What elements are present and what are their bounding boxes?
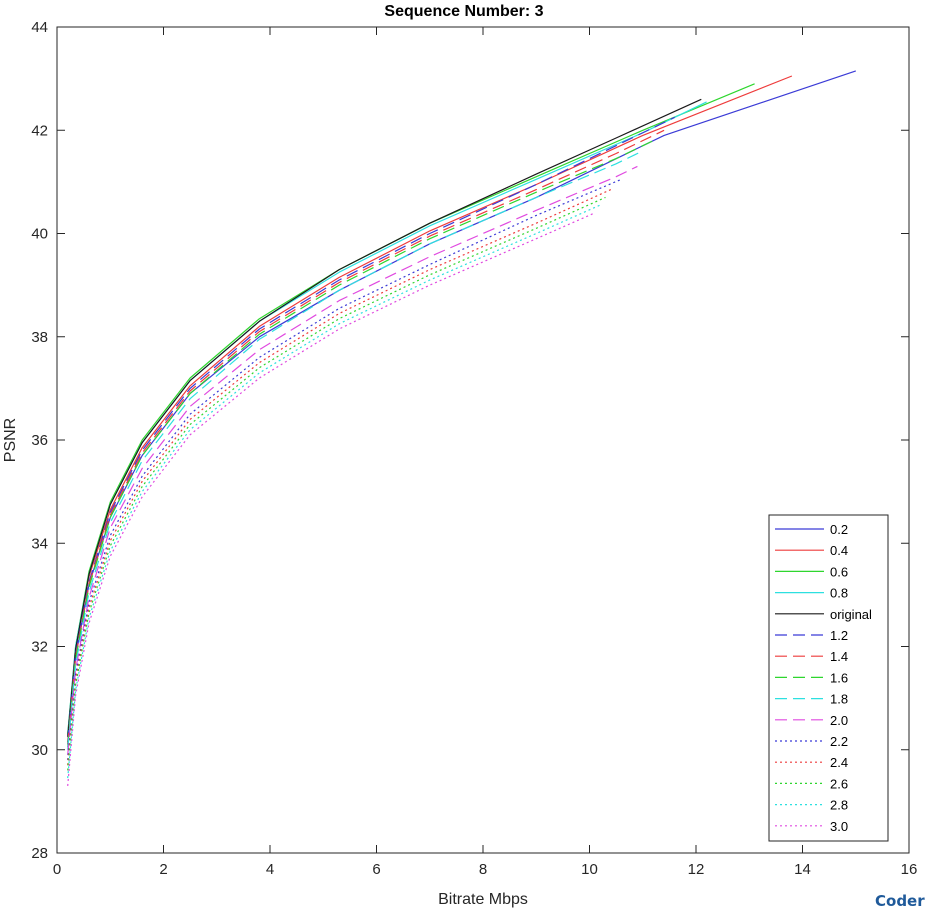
series-line-1.6 <box>67 140 654 748</box>
legend-label: 2.4 <box>830 755 848 770</box>
series-line-2.0 <box>67 165 638 755</box>
y-tick-label: 42 <box>31 122 48 139</box>
x-tick-label: 4 <box>266 861 274 878</box>
y-axis-label: PSNR <box>2 418 19 462</box>
chart-title: Sequence Number: 3 <box>384 3 543 20</box>
y-tick-label: 34 <box>31 535 48 552</box>
legend-label: 0.4 <box>830 543 848 558</box>
legend-label: 2.8 <box>830 798 848 813</box>
legend-label: 0.2 <box>830 522 848 537</box>
y-tick-label: 30 <box>31 742 48 759</box>
series-line-original <box>67 98 702 737</box>
legend-label: 0.6 <box>830 564 848 579</box>
x-tick-label: 0 <box>53 861 61 878</box>
series-line-2.2 <box>67 178 622 761</box>
x-tick-label: 6 <box>372 861 380 878</box>
legend: 0.2 0.4 0.6 0.8 original 1.2 1.4 1.6 1.8 2.0 2.2 2.… <box>768 514 889 842</box>
legend-label: 1.8 <box>830 692 848 707</box>
x-tick-label: 16 <box>901 861 918 878</box>
series-lines <box>67 70 856 786</box>
legend-label: 3.0 <box>830 819 848 834</box>
plot-area <box>56 26 910 854</box>
y-tick-label: 28 <box>31 845 48 862</box>
series-line-1.8 <box>67 150 644 750</box>
y-tick-label: 40 <box>31 226 48 243</box>
axis-ticks: 0 2 4 6 8 10 12 14 16 28 30 32 34 36 38 40 42 44 <box>31 19 917 878</box>
y-tick-label: 36 <box>31 432 48 449</box>
legend-label: 1.6 <box>830 670 848 685</box>
x-axis-label: Bitrate Mbps <box>438 891 528 908</box>
series-line-2.4 <box>67 189 612 766</box>
legend-label: 2.6 <box>830 776 848 791</box>
x-tick-label: 2 <box>159 861 167 878</box>
legend-label: 0.8 <box>830 586 848 601</box>
x-tick-label: 14 <box>794 861 811 878</box>
x-tick-label: 8 <box>479 861 487 878</box>
series-line-3.0 <box>67 212 596 786</box>
legend-label: 1.4 <box>830 649 848 664</box>
legend-label: original <box>830 607 872 622</box>
y-tick-label: 44 <box>31 19 48 36</box>
legend-label: 1.2 <box>830 628 848 643</box>
legend-box <box>768 514 889 842</box>
y-tick-label: 32 <box>31 639 48 656</box>
x-tick-label: 10 <box>581 861 598 878</box>
watermark-text: Coder <box>875 892 925 910</box>
y-tick-label: 38 <box>31 329 48 346</box>
legend-label: 2.0 <box>830 713 848 728</box>
series-line-2.6 <box>67 196 606 771</box>
x-tick-label: 12 <box>688 861 705 878</box>
series-line-2.8 <box>67 204 601 779</box>
legend-label: 2.2 <box>830 734 848 749</box>
